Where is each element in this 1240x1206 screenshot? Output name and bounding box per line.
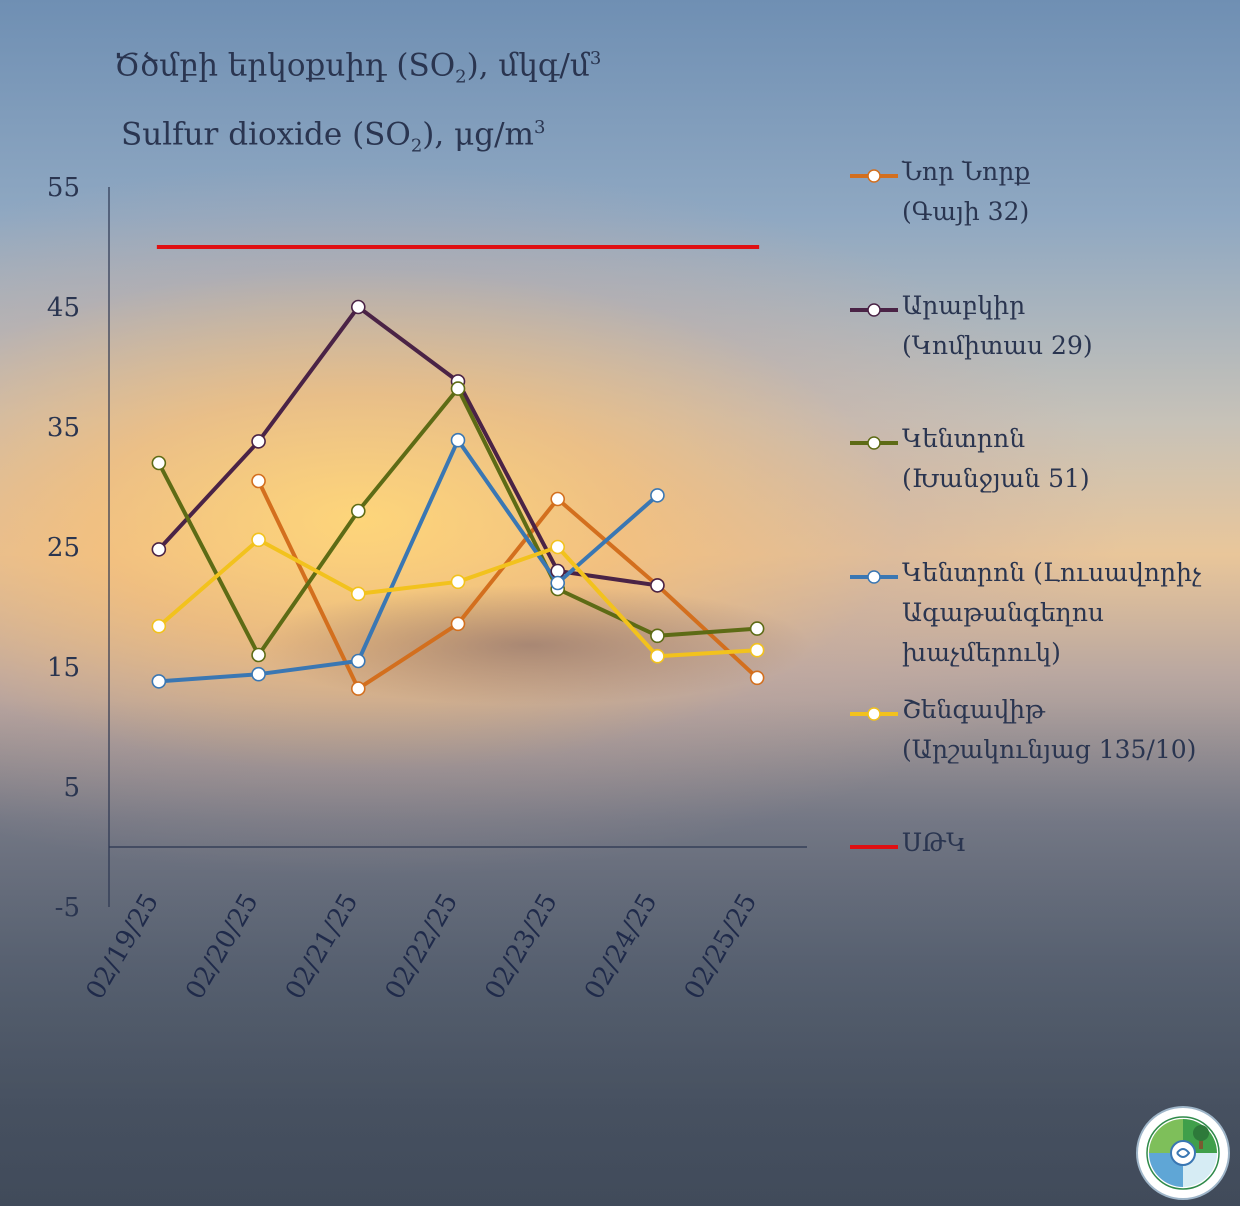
series-point-3 — [749, 621, 765, 636]
legend-swatch — [850, 169, 898, 183]
legend-label-line: (Կոմիտաս 29) — [902, 331, 1093, 360]
chart-title: Ծծմբի երկօքսիդ (SO2), մկգ/մ3 Sulfur diox… — [114, 34, 601, 171]
series-point-2 — [650, 578, 665, 593]
x-tick-label: 02/25/25 — [679, 889, 763, 1005]
title-line1-subscript: 2 — [455, 66, 467, 88]
title-line1-superscript: 3 — [589, 48, 602, 69]
ministry-logo-icon — [1136, 1106, 1230, 1200]
legend-label-line: խաչմերուկ) — [902, 638, 1061, 667]
title-line2-tail: ), μg/m — [422, 115, 534, 152]
legend-label: Կենտրոն (Լուսավորիչ Ագաթանգեղոս խաչմերուկ) — [902, 553, 1232, 673]
background-haze — [0, 700, 1240, 1206]
title-line1-tail: ), մկգ/մ — [466, 47, 590, 84]
chart-legend: Նոր Նորք (Գայի 32) Արաբկիր (Կոմիտաս 29) Կենտ… — [850, 0, 1240, 900]
x-tick-label: 02/19/25 — [81, 889, 165, 1005]
x-tick-label: 02/20/25 — [180, 889, 264, 1005]
series-point-1 — [550, 491, 566, 507]
legend-label-line: (Գայի 32) — [902, 197, 1030, 226]
x-tick-label: 02/22/25 — [380, 889, 464, 1005]
chart-title-english: Sulfur dioxide (SO2), μg/m3 — [114, 103, 601, 172]
series-point-2 — [350, 299, 366, 315]
legend-label-line: Արաբկիր — [902, 291, 1026, 320]
y-tick-label: 55 — [47, 173, 80, 203]
series-point-5 — [749, 642, 765, 658]
series-point-1 — [251, 473, 266, 489]
series-point-5 — [450, 574, 466, 590]
legend-label-line: Շենգավիթ — [902, 695, 1045, 724]
series-point-1 — [749, 670, 765, 686]
series-point-1 — [450, 616, 466, 632]
series-point-3 — [151, 455, 167, 471]
legend-label-line: (Խանջյան 51) — [902, 464, 1090, 493]
series-point-4 — [151, 674, 167, 689]
x-tick-label: 02/23/25 — [479, 889, 563, 1005]
series-point-3 — [650, 628, 665, 644]
legend-label-line: Ագաթանգեղոս — [902, 598, 1105, 627]
series-line-1 — [256, 480, 759, 691]
y-tick-label: 15 — [47, 653, 80, 683]
legend-swatch — [850, 303, 898, 317]
series-point-1 — [350, 681, 366, 696]
y-tick-label: 25 — [47, 533, 80, 563]
series-point-5 — [251, 532, 266, 548]
y-tick-label: 5 — [63, 773, 80, 803]
series-point-5 — [650, 648, 665, 664]
background-mountain — [250, 585, 810, 705]
y-tick-label: 45 — [47, 293, 80, 323]
series-point-3 — [450, 381, 466, 396]
chart-title-armenian: Ծծմբի երկօքսիդ (SO2), մկգ/մ3 — [114, 34, 601, 103]
y-tick-label: -5 — [55, 893, 80, 923]
x-tick-label: 02/21/25 — [280, 889, 364, 1005]
legend-swatch — [850, 436, 898, 450]
legend-swatch — [850, 570, 898, 584]
x-tick-label: 02/24/25 — [579, 889, 663, 1005]
series-point-4 — [550, 575, 566, 591]
series-point-3 — [350, 503, 366, 519]
legend-label: ՍԹԿ — [902, 823, 1232, 863]
series-point-5 — [350, 586, 366, 602]
series-point-4 — [450, 432, 466, 448]
legend-label-line: (Արշակունյաց 135/10) — [902, 735, 1197, 764]
series-point-2 — [550, 563, 566, 579]
series-point-4 — [650, 488, 665, 503]
legend-label: Արաբկիր (Կոմիտաս 29) — [902, 286, 1232, 366]
series-point-2 — [151, 542, 167, 557]
series-point-4 — [251, 666, 266, 682]
legend-swatch — [850, 707, 898, 721]
legend-label-line: Նոր Նորք — [902, 157, 1031, 186]
legend-label: Կենտրոն (Խանջյան 51) — [902, 419, 1232, 499]
series-point-2 — [251, 434, 266, 449]
series-point-4 — [350, 653, 366, 669]
title-line2-text: Sulfur dioxide (SO — [121, 115, 411, 152]
title-line1-text: Ծծմբի երկօքսիդ (SO — [114, 47, 456, 84]
legend-label: Շենգավիթ (Արշակունյաց 135/10) — [902, 690, 1232, 770]
legend-label: Նոր Նորք (Գայի 32) — [902, 152, 1232, 232]
legend-label-line: ՍԹԿ — [902, 828, 967, 857]
series-line-2 — [157, 305, 658, 588]
title-line2-subscript: 2 — [410, 135, 423, 157]
series-point-5 — [151, 618, 167, 634]
legend-label-line: Կենտրոն (Լուսավորիչ — [902, 558, 1202, 587]
legend-swatch — [850, 845, 898, 849]
series-point-3 — [251, 647, 266, 663]
series-line-3 — [157, 386, 758, 657]
title-line2-superscript: 3 — [533, 116, 546, 138]
legend-label-line: Կենտրոն — [902, 424, 1026, 453]
series-point-5 — [550, 539, 566, 555]
series-line-4 — [158, 438, 659, 684]
y-tick-label: 35 — [47, 413, 80, 443]
